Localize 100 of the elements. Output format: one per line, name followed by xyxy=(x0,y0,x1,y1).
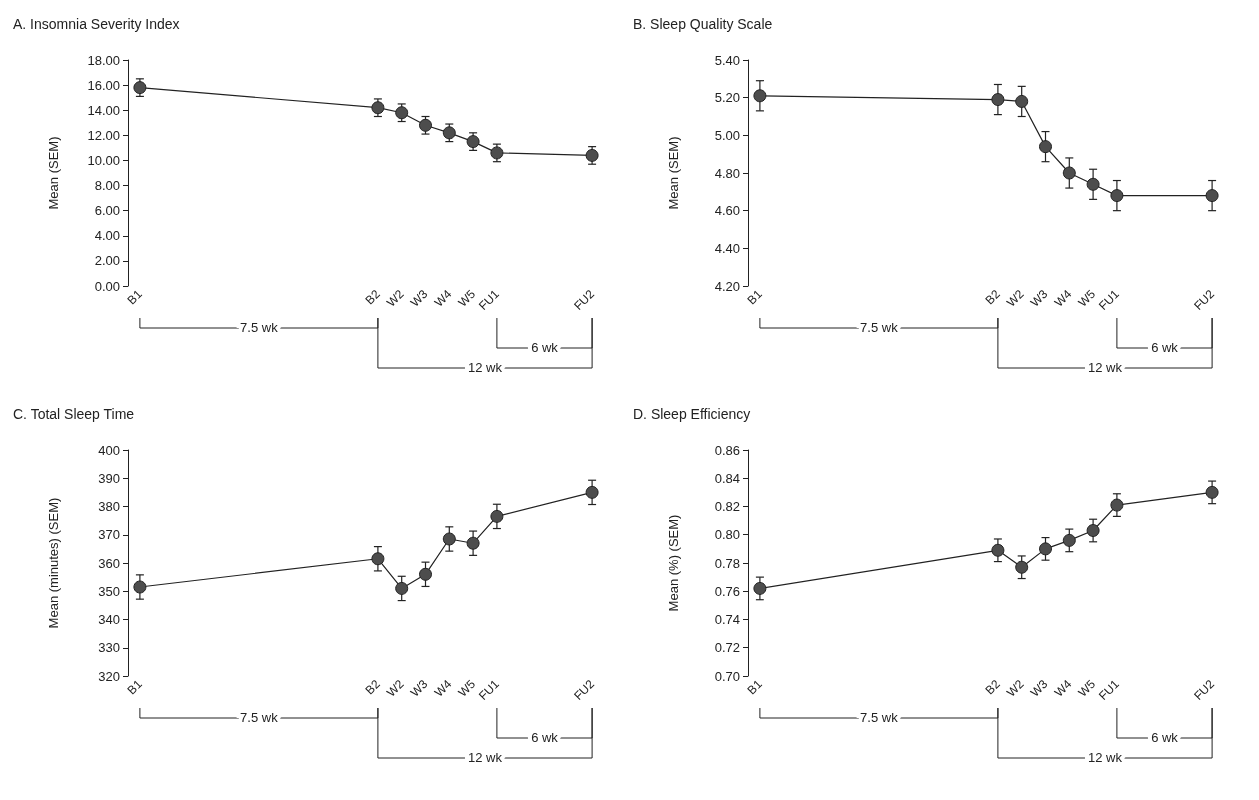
y-tick-label: 6.00 xyxy=(94,203,120,219)
text: 6 wk xyxy=(531,340,559,355)
y-tick-label: 370 xyxy=(98,527,120,543)
x-tick-label: W3 xyxy=(407,676,431,700)
y-tick-label: 0.82 xyxy=(714,499,740,514)
y-tick-label: 5.00 xyxy=(714,127,740,143)
x-tick-label: W2 xyxy=(1004,286,1027,310)
y-tick-label: 0.70 xyxy=(714,668,740,684)
y-tick-label: 0.74 xyxy=(714,612,740,627)
y-axis-title: Mean (SEM) xyxy=(46,136,61,210)
text: 12 wk xyxy=(468,750,503,765)
point xyxy=(1110,498,1124,512)
x-tick-label: W2 xyxy=(1004,676,1027,700)
point xyxy=(1086,524,1100,538)
point xyxy=(1015,94,1029,108)
text: 12 wk xyxy=(468,360,503,375)
point xyxy=(466,536,480,550)
y-tick-label: 4.20 xyxy=(714,278,740,294)
y-tick-label: 0.00 xyxy=(94,278,120,294)
text: 7.5 wk xyxy=(860,320,899,335)
y-tick-label: 400 xyxy=(98,442,120,458)
y-tick-label: 0.76 xyxy=(714,583,740,599)
point xyxy=(1039,542,1052,556)
chart-title: C. Total Sleep Time xyxy=(13,406,135,422)
x-tick-label: FU2 xyxy=(571,286,598,313)
point xyxy=(1015,560,1029,574)
text: 6 wk xyxy=(1151,730,1179,745)
x-tick-label: W4 xyxy=(1051,676,1075,700)
text: 6 wk xyxy=(531,730,559,745)
y-tick-label: 18.00 xyxy=(87,52,120,68)
x-tick-label: B2 xyxy=(982,676,1004,698)
point xyxy=(1205,485,1219,499)
point xyxy=(753,89,767,103)
y-tick-label: 0.80 xyxy=(714,527,740,543)
point xyxy=(419,567,432,581)
y-tick-label: 16.00 xyxy=(87,77,120,93)
text: 6 wk xyxy=(1151,340,1179,355)
y-tick-label: 380 xyxy=(98,499,120,514)
x-tick-label: W3 xyxy=(1027,676,1051,700)
x-tick-label: B1 xyxy=(124,676,146,698)
x-tick-label: W4 xyxy=(431,676,455,700)
point xyxy=(1086,177,1100,191)
point xyxy=(395,581,409,595)
point xyxy=(1039,140,1052,154)
point xyxy=(133,580,147,594)
y-tick-label: 4.00 xyxy=(94,228,120,244)
y-axis-title: Mean (%) (SEM) xyxy=(666,514,681,612)
point xyxy=(490,509,504,523)
x-tick-label: FU2 xyxy=(1191,676,1218,703)
y-tick-label: 340 xyxy=(98,612,120,627)
y-tick-label: 0.72 xyxy=(714,640,740,656)
x-tick-label: W2 xyxy=(384,676,407,700)
y-axis-title: Mean (SEM) xyxy=(666,136,681,210)
text: 7.5 wk xyxy=(240,320,279,335)
point xyxy=(991,543,1005,557)
y-tick-label: 12.00 xyxy=(87,127,120,143)
point xyxy=(585,485,599,499)
y-tick-label: 4.40 xyxy=(714,240,740,256)
point xyxy=(1110,189,1124,203)
y-tick-label: 320 xyxy=(98,668,120,684)
y-tick-label: 5.20 xyxy=(714,90,740,106)
y-tick-label: 330 xyxy=(98,640,120,656)
x-tick-label: W4 xyxy=(431,286,455,310)
text: 7.5 wk xyxy=(860,710,899,725)
chart-title: B. Sleep Quality Scale xyxy=(633,16,773,32)
x-tick-label: W3 xyxy=(1027,286,1051,310)
y-tick-label: 14.00 xyxy=(87,102,120,118)
chart-title: D. Sleep Efficiency xyxy=(633,406,751,422)
y-tick-label: 10.00 xyxy=(87,152,120,168)
point xyxy=(991,93,1005,107)
point xyxy=(1062,533,1076,547)
y-tick-label: 350 xyxy=(98,583,120,599)
x-tick-label: FU2 xyxy=(571,676,598,703)
point xyxy=(753,581,767,595)
text: 12 wk xyxy=(1088,360,1123,375)
point xyxy=(1205,189,1219,203)
y-axis-title: Mean (minutes) (SEM) xyxy=(46,497,61,629)
y-tick-label: 0.84 xyxy=(714,470,740,486)
y-tick-label: 0.78 xyxy=(714,555,740,571)
y-tick-label: 390 xyxy=(98,470,120,486)
text: 7.5 wk xyxy=(240,710,279,725)
y-tick-label: 360 xyxy=(98,555,120,571)
y-tick-label: 5.40 xyxy=(714,52,740,68)
x-tick-label: B2 xyxy=(362,676,384,698)
x-tick-label: B2 xyxy=(982,286,1004,308)
x-tick-label: B1 xyxy=(124,286,146,308)
y-tick-label: 8.00 xyxy=(94,178,120,194)
x-tick-label: B1 xyxy=(744,286,766,308)
y-tick-label: 0.86 xyxy=(714,442,740,458)
x-tick-label: W2 xyxy=(384,286,407,310)
chart-title: A. Insomnia Severity Index xyxy=(13,16,180,32)
x-tick-label: B2 xyxy=(362,286,384,308)
point xyxy=(1062,166,1076,180)
y-tick-label: 2.00 xyxy=(94,253,120,269)
x-tick-label: B1 xyxy=(744,676,766,698)
x-tick-label: W4 xyxy=(1051,286,1075,310)
point xyxy=(442,532,456,546)
text: 12 wk xyxy=(1088,750,1123,765)
y-tick-label: 4.80 xyxy=(714,165,740,181)
y-tick-label: 4.60 xyxy=(714,203,740,219)
